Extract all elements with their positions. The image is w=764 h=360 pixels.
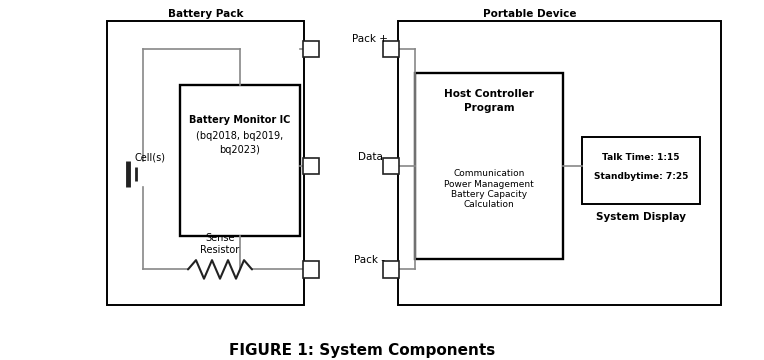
Text: Host Controller: Host Controller [444,89,534,99]
Text: Battery Monitor IC: Battery Monitor IC [189,114,290,125]
Text: Cell(s): Cell(s) [134,153,166,163]
Text: Program: Program [464,103,514,113]
Text: Portable Device: Portable Device [483,9,576,19]
Text: bq2023): bq2023) [219,145,261,155]
Text: System Display: System Display [596,212,686,222]
Bar [180,85,300,236]
Text: (bq2018, bq2019,: (bq2018, bq2019, [196,131,283,141]
Text: Pack -: Pack - [354,255,386,265]
Text: Standbytime: 7:25: Standbytime: 7:25 [594,172,688,181]
Bar [383,158,399,174]
Text: Data: Data [358,152,383,162]
Bar [398,21,721,305]
Text: Pack +: Pack + [352,35,388,45]
Bar [582,137,700,204]
Bar [303,261,319,278]
Text: Communication
Power Management
Battery Capacity
Calculation: Communication Power Management Battery C… [444,169,534,210]
Text: Sense
Resistor: Sense Resistor [200,233,240,255]
Text: Talk Time: 1:15: Talk Time: 1:15 [602,153,680,162]
Text: Battery Pack: Battery Pack [168,9,243,19]
Bar [303,158,319,174]
Bar [383,261,399,278]
Text: FIGURE 1: System Components: FIGURE 1: System Components [229,343,495,358]
Bar [303,41,319,57]
Bar [415,73,563,259]
Bar [383,41,399,57]
Bar [107,21,304,305]
